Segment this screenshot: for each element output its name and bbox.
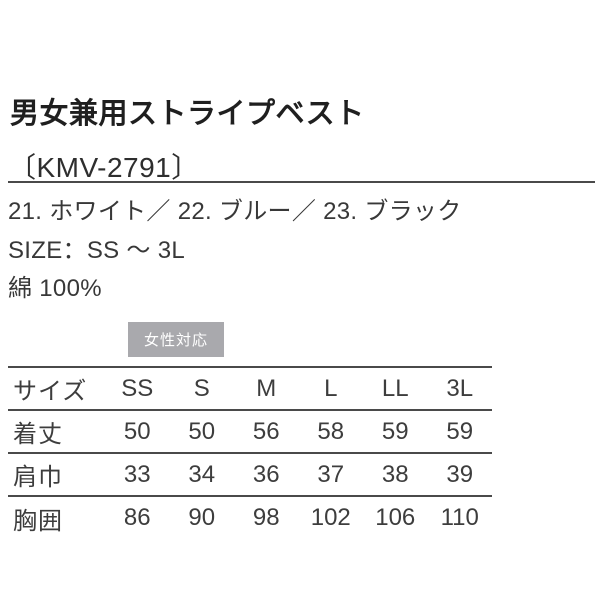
size-range-line: SIZE：SS ～ 3L [8,236,185,264]
size-table-header-row: サイズ SS S M L LL 3L [8,367,492,410]
size-value: 50 [188,417,216,445]
size-value: 33 [123,460,151,488]
size-value: 39 [446,460,474,488]
size-value: 102 [310,504,351,531]
size-value: 86 [123,504,151,531]
spec-lines: 21. ホワイト／ 22. ブルー／ 23. ブラック SIZE：SS ～ 3L… [8,193,568,309]
size-column-header: サイズ [13,378,88,405]
size-value: 98 [252,504,280,531]
size-value: 59 [446,417,474,445]
size-value: 106 [375,504,416,531]
women-compatible-badge: 女性対応 [128,322,224,357]
size-table: サイズ SS S M L LL 3L 着丈 50 50 56 58 59 59 … [8,366,492,539]
product-code: 〔KMV-2791〕 [8,152,200,183]
size-column-header: LL [381,374,409,402]
size-value: 37 [317,460,345,488]
measurement-label: 胸囲 [13,507,63,535]
table-row: 胸囲 86 90 98 102 106 110 [8,496,492,539]
size-column-header: 3L [446,374,474,402]
table-row: 着丈 50 50 56 58 59 59 [8,410,492,453]
material-line: 綿 100% [8,275,102,302]
size-value: 110 [440,504,479,531]
size-value: 36 [252,460,280,488]
measurement-label: 肩巾 [13,464,63,491]
size-value: 58 [317,417,345,445]
size-column-header: M [256,374,277,402]
size-value: 38 [381,460,409,488]
size-column-header: L [324,374,338,402]
size-column-header: S [193,374,210,402]
size-value: 90 [188,504,216,531]
size-value: 50 [123,417,151,445]
size-value: 56 [252,417,280,445]
measurement-label: 着丈 [13,421,63,448]
size-value: 34 [188,460,216,488]
color-options-line: 21. ホワイト／ 22. ブルー／ 23. ブラック [8,198,462,225]
table-row: 肩巾 33 34 36 37 38 39 [8,453,492,496]
size-value: 59 [381,417,409,445]
size-column-header: SS [121,374,154,402]
divider-line [8,181,595,183]
page-title: 男女兼用ストライプベスト [10,98,365,130]
